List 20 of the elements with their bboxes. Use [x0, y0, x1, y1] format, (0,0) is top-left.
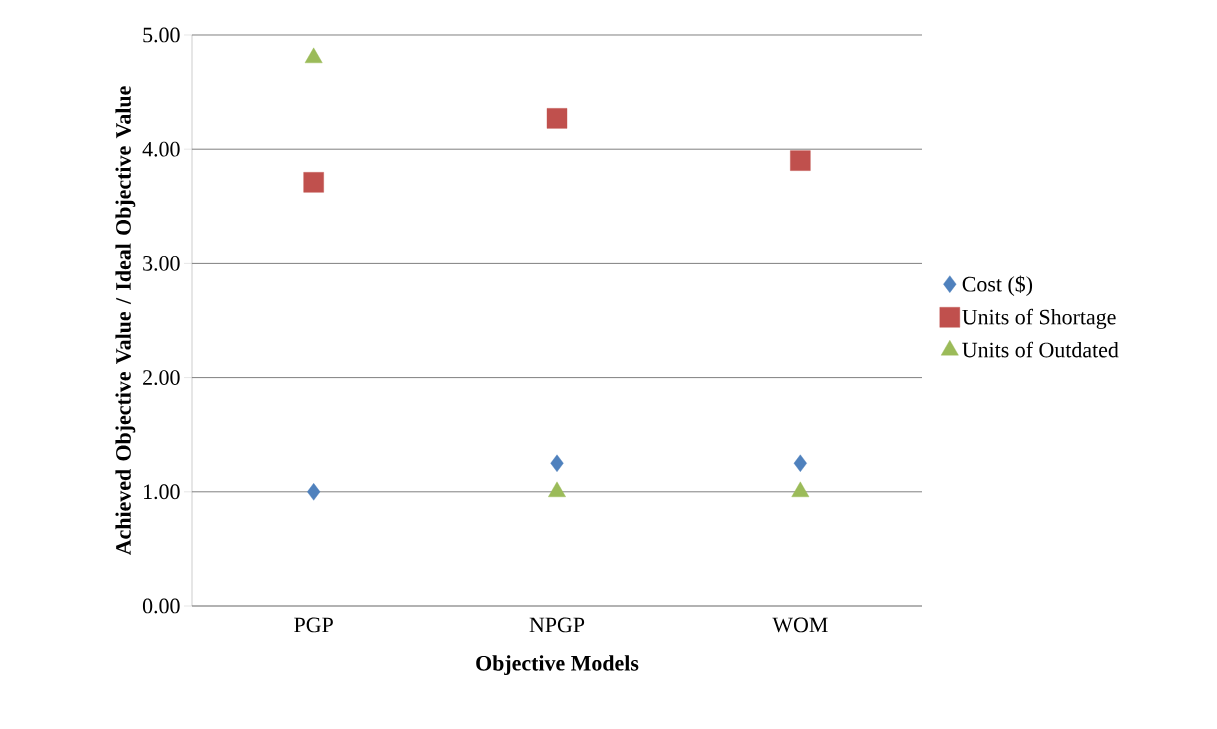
legend-label: Cost ($)	[962, 275, 1033, 297]
y-tick-label: 5.00	[143, 27, 180, 43]
x-axis-title: Objective Models	[476, 655, 639, 676]
point	[303, 172, 324, 193]
x-tick-label: WOM	[772, 617, 828, 633]
legend-label: Units of Outdated	[962, 341, 1119, 358]
y-tick-label: 1.00	[144, 484, 180, 500]
y-tick-label: 0.00	[142, 598, 180, 614]
y-tick-label: 4.00	[142, 141, 180, 157]
x-tick-label: PGP	[294, 617, 333, 633]
point	[307, 483, 321, 501]
point	[793, 454, 807, 472]
legend-label: Units of Shortage	[962, 308, 1116, 329]
x-tick-label: NPGP	[529, 617, 585, 633]
y-tick-label: 2.00	[143, 370, 180, 386]
point	[550, 454, 564, 472]
y-tick-label: 3.00	[143, 255, 180, 271]
point	[790, 150, 811, 171]
y-axis-title: Achieved Objective Value / Ideal Objective Value	[115, 86, 136, 556]
point	[546, 108, 568, 129]
